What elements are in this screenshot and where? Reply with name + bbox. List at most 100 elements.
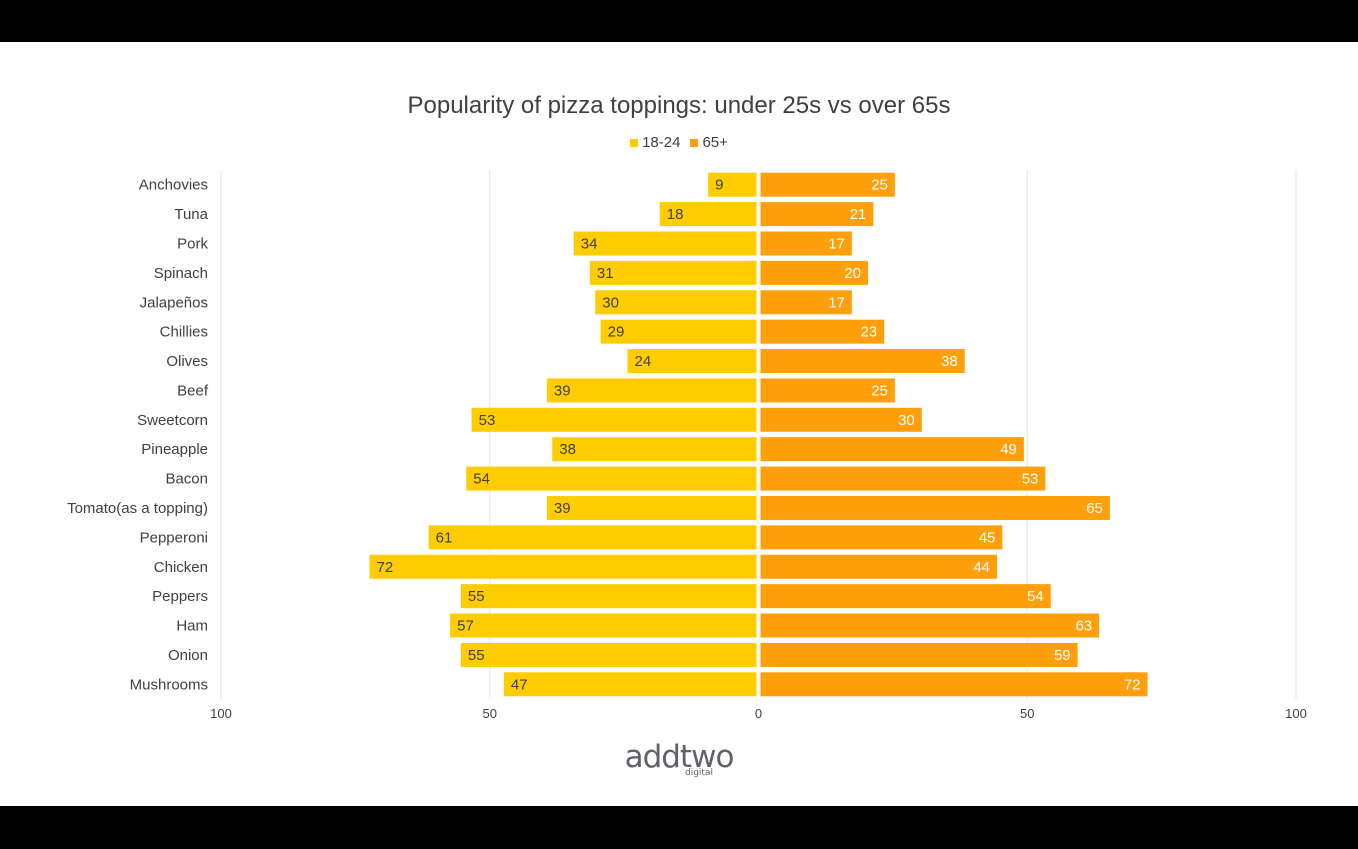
x-tick-label: 50: [483, 706, 497, 721]
bar-65-plus: [760, 437, 1024, 462]
category-label: Pepperoni: [140, 529, 208, 546]
data-label-18-24: 61: [436, 529, 453, 546]
addtwo-logo: addtwo digital: [0, 740, 1358, 778]
data-label-18-24: 30: [602, 294, 619, 311]
data-label-65-plus: 72: [1124, 676, 1141, 693]
category-label: Spinach: [154, 265, 208, 282]
data-label-65-plus: 30: [898, 412, 915, 429]
bar-18-24: [460, 584, 757, 609]
bar-65-plus: [760, 319, 885, 344]
category-label: Pork: [177, 235, 208, 252]
category-label: Onion: [168, 647, 208, 664]
data-label-65-plus: 25: [871, 177, 888, 194]
data-label-65-plus: 25: [871, 382, 888, 399]
category-label: Tuna: [174, 206, 208, 223]
data-label-18-24: 24: [635, 353, 652, 370]
data-label-65-plus: 65: [1086, 500, 1103, 517]
data-label-18-24: 34: [581, 235, 598, 252]
data-label-18-24: 72: [377, 559, 394, 576]
bar-18-24: [503, 672, 757, 697]
legend-swatch-18-24: [630, 138, 639, 147]
data-label-65-plus: 63: [1075, 618, 1092, 635]
legend-item-65-plus: 65+: [690, 134, 728, 151]
legend-item-18-24: 18-24: [630, 134, 680, 151]
data-label-18-24: 39: [554, 500, 571, 517]
data-label-65-plus: 23: [860, 324, 877, 341]
bar-65-plus: [760, 554, 997, 579]
bar-65-plus: [760, 260, 868, 285]
category-label: Peppers: [152, 588, 208, 605]
logo-subtitle: digital: [685, 768, 713, 778]
logo-wordmark: addtwo: [624, 739, 735, 775]
x-tick-label: 100: [210, 706, 232, 721]
data-label-18-24: 53: [479, 412, 496, 429]
category-label: Jalapeños: [140, 294, 208, 311]
bar-18-24: [659, 202, 757, 227]
data-label-18-24: 38: [559, 441, 576, 458]
data-label-65-plus: 45: [979, 529, 996, 546]
category-label: Beef: [177, 382, 209, 399]
data-label-65-plus: 59: [1054, 647, 1071, 664]
data-label-18-24: 18: [667, 206, 684, 223]
bar-65-plus: [760, 290, 852, 315]
bar-18-24: [600, 319, 757, 344]
x-tick-label: 50: [1020, 706, 1034, 721]
x-tick-label: 0: [755, 706, 762, 721]
bar-18-24: [428, 525, 757, 550]
bar-65-plus: [760, 525, 1003, 550]
data-label-65-plus: 49: [1000, 441, 1017, 458]
bar-18-24: [450, 613, 757, 638]
data-label-65-plus: 21: [850, 206, 867, 223]
bar-65-plus: [760, 495, 1110, 520]
bar-18-24: [466, 466, 757, 491]
bar-65-plus: [760, 672, 1148, 697]
category-label: Anchovies: [139, 177, 208, 194]
data-label-18-24: 31: [597, 265, 614, 282]
data-label-18-24: 39: [554, 382, 571, 399]
bar-18-24: [546, 495, 757, 520]
bar-65-plus: [760, 378, 895, 403]
legend-swatch-65-plus: [690, 138, 699, 147]
bar-18-24: [595, 290, 757, 315]
category-label: Pineapple: [141, 441, 208, 458]
x-tick-label: 100: [1285, 706, 1307, 721]
data-label-18-24: 54: [473, 471, 490, 488]
legend-label-65-plus: 65+: [702, 134, 728, 151]
bar-18-24: [708, 172, 757, 197]
chart-title: Popularity of pizza toppings: under 25s …: [407, 92, 951, 119]
legend-label-18-24: 18-24: [642, 134, 681, 151]
category-label: Mushrooms: [130, 676, 208, 693]
bar-65-plus: [760, 231, 852, 256]
category-label: Chillies: [160, 324, 208, 341]
bar-18-24: [573, 231, 757, 256]
bar-65-plus: [760, 613, 1100, 638]
data-label-65-plus: 53: [1022, 471, 1039, 488]
data-label-65-plus: 44: [973, 559, 990, 576]
category-label: Tomato(as a topping): [67, 500, 208, 517]
bar-65-plus: [760, 584, 1051, 609]
bar-65-plus: [760, 172, 895, 197]
bar-18-24: [471, 407, 757, 432]
data-label-65-plus: 54: [1027, 588, 1044, 605]
data-label-18-24: 57: [457, 618, 474, 635]
bar-65-plus: [760, 349, 965, 374]
category-label: Chicken: [154, 559, 208, 576]
bar-65-plus: [760, 202, 874, 227]
chart-legend: 18-24 65+: [0, 134, 1358, 151]
data-label-18-24: 55: [468, 588, 485, 605]
bar-18-24: [460, 642, 757, 667]
bar-18-24: [552, 437, 757, 462]
data-label-18-24: 55: [468, 647, 485, 664]
category-label: Bacon: [165, 471, 208, 488]
category-label: Sweetcorn: [137, 412, 208, 429]
bar-18-24: [546, 378, 757, 403]
category-label: Olives: [166, 353, 208, 370]
data-label-65-plus: 20: [844, 265, 861, 282]
bar-65-plus: [760, 407, 922, 432]
data-label-65-plus: 38: [941, 353, 958, 370]
data-label-65-plus: 17: [828, 235, 845, 252]
bar-chart: 100 50 0 50 100 Anchovies 9 25 Tuna 18 21 Pork 34 17 S…: [67, 170, 1307, 721]
bar-18-24: [627, 349, 757, 374]
chart-canvas: Popularity of pizza toppings: under 25s …: [0, 42, 1358, 806]
data-label-18-24: 29: [608, 324, 625, 341]
